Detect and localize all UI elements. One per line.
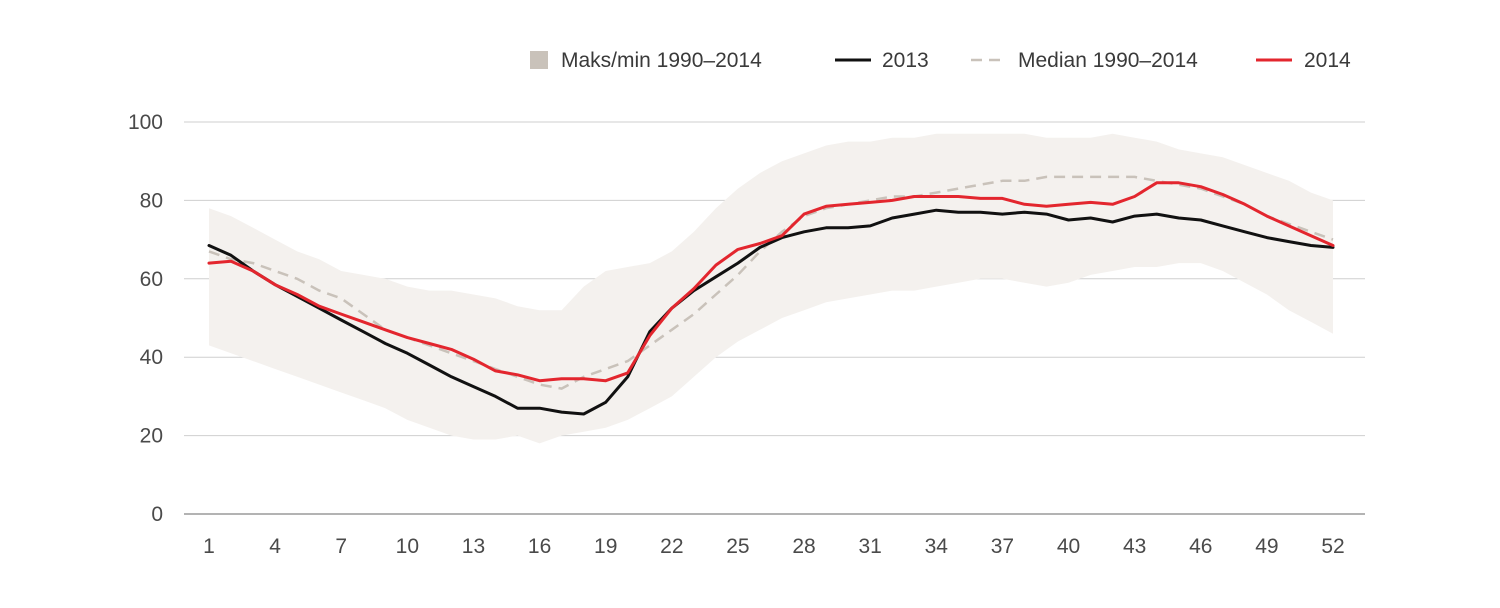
y-tick-label: 40 (140, 346, 163, 369)
band-maks-min (209, 133, 1333, 444)
x-tick-label: 1 (203, 535, 215, 558)
x-tick-label: 31 (858, 535, 881, 558)
x-tick-label: 49 (1255, 535, 1278, 558)
x-tick-label: 13 (462, 535, 485, 558)
x-tick-label: 52 (1321, 535, 1344, 558)
x-tick-label: 16 (528, 535, 551, 558)
x-tick-label: 43 (1123, 535, 1146, 558)
x-tick-label: 7 (335, 535, 347, 558)
y-tick-label: 60 (140, 268, 163, 291)
x-tick-label: 40 (1057, 535, 1080, 558)
legend: Maks/min 1990–2014 2013 Median 1990–2014 20… (530, 49, 1351, 72)
series-layer (207, 175, 1335, 416)
y-tick-label: 0 (151, 503, 163, 526)
legend-item-y2014: 2014 (1256, 49, 1351, 72)
legend-label-median: Median 1990–2014 (1018, 49, 1198, 72)
legend-label-y2013: 2013 (882, 49, 929, 72)
y-tick-label: 20 (140, 425, 163, 448)
x-tick-label: 4 (269, 535, 281, 558)
series-line-y2014 (207, 181, 1335, 383)
x-tick-label: 28 (792, 535, 815, 558)
legend-item-band: Maks/min 1990–2014 (530, 49, 762, 72)
x-tick-label: 34 (925, 535, 949, 558)
x-tick-label: 46 (1189, 535, 1212, 558)
legend-item-median: Median 1990–2014 (971, 49, 1198, 72)
x-tick-label: 19 (594, 535, 617, 558)
legend-label-band: Maks/min 1990–2014 (561, 49, 762, 72)
legend-label-y2014: 2014 (1304, 49, 1351, 72)
x-tick-labels: 1 4 7 10 13 16 19 22 25 28 31 34 37 40 43 46 49 52 (203, 535, 1345, 558)
band-layer (209, 133, 1333, 444)
y-tick-label: 80 (140, 189, 163, 212)
legend-swatch-band (530, 51, 548, 69)
x-tick-label: 22 (660, 535, 683, 558)
x-tick-label: 10 (396, 535, 419, 558)
y-axis: 0 20 40 60 80 100 (128, 111, 163, 526)
series-line-y2013 (207, 208, 1335, 416)
legend-item-y2013: 2013 (835, 49, 929, 72)
y-tick-label: 100 (128, 111, 163, 134)
x-tick-label: 37 (991, 535, 1014, 558)
x-tick-label: 25 (726, 535, 749, 558)
